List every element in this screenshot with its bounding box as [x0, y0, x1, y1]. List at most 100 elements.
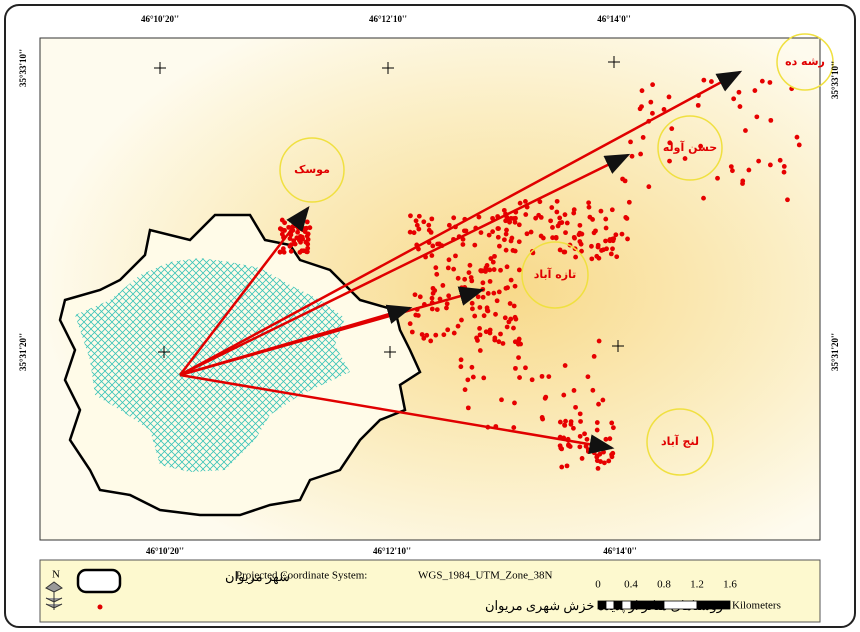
village-dot	[407, 321, 413, 327]
village-dot	[408, 213, 413, 219]
village-dot	[550, 235, 555, 241]
village-dot	[295, 229, 301, 235]
village-dot	[571, 425, 576, 431]
legend-city-label: شهر مریوان	[225, 569, 290, 585]
village-dot	[481, 313, 487, 319]
village-dot	[497, 243, 502, 249]
village-dot	[754, 114, 760, 120]
village-dot	[440, 283, 446, 288]
village-dot	[640, 135, 646, 140]
village-dot	[493, 311, 498, 317]
village-dot	[540, 235, 546, 241]
village-dot	[594, 427, 600, 433]
village-dot	[507, 301, 513, 306]
village-dot	[573, 254, 579, 260]
village-dot	[557, 247, 563, 253]
village-dot	[599, 248, 604, 253]
village-dot	[305, 231, 311, 237]
village-dot	[487, 267, 493, 273]
longitude-label: 46°10'20''	[146, 546, 184, 556]
village-dot	[304, 219, 310, 225]
village-dot	[577, 239, 583, 244]
village-dot	[669, 126, 675, 132]
village-dot	[477, 332, 483, 338]
village-dot	[499, 397, 504, 403]
village-dot	[523, 212, 529, 217]
village-dot	[608, 251, 614, 257]
village-dot	[477, 348, 483, 353]
village-dot	[561, 392, 567, 398]
village-dot	[661, 107, 667, 112]
scale-segment	[630, 600, 665, 610]
village-dot	[451, 266, 457, 272]
village-dot	[460, 242, 466, 247]
village-dot	[518, 341, 524, 347]
village-dot	[555, 223, 561, 229]
village-dot	[610, 425, 616, 431]
village-dot	[523, 365, 528, 371]
village-dot	[554, 209, 560, 215]
village-dot	[480, 294, 486, 300]
village-dot	[559, 464, 565, 470]
village-dot	[504, 227, 509, 233]
village-dot	[550, 225, 555, 230]
village-dot	[517, 375, 522, 380]
village-dot	[288, 242, 294, 248]
village-dot	[579, 248, 584, 254]
village-dot	[426, 227, 432, 233]
village-dot	[563, 418, 568, 424]
village-dot	[476, 214, 482, 220]
village-dot	[584, 436, 590, 442]
village-dot	[796, 142, 802, 148]
village-dot	[441, 332, 447, 338]
village-dot	[667, 140, 673, 146]
village-dot	[281, 249, 287, 255]
village-dot	[512, 219, 518, 225]
village-dot	[512, 314, 518, 320]
village-dot	[299, 234, 305, 240]
village-dot	[603, 238, 608, 244]
village-dot	[767, 162, 773, 168]
village-dot	[568, 419, 574, 425]
village-dot	[639, 88, 645, 94]
village-dot	[594, 253, 600, 259]
village-dot	[500, 341, 506, 346]
village-dot	[650, 110, 655, 116]
village-dot	[455, 323, 461, 329]
village-dot	[277, 226, 283, 232]
village-dot	[434, 271, 440, 277]
scale-segment	[621, 600, 632, 610]
village-dot	[287, 236, 293, 242]
village-dot	[470, 374, 476, 380]
grid-crosses	[154, 56, 624, 358]
place-circles	[279, 33, 834, 476]
latitude-label: 35°33'10''	[830, 61, 840, 99]
village-dot	[585, 447, 591, 453]
village-dot	[731, 96, 737, 102]
village-dot	[619, 231, 625, 237]
village-dot	[557, 215, 563, 221]
village-dot	[415, 313, 421, 318]
village-dot	[563, 230, 568, 236]
village-dot	[277, 249, 283, 255]
village-dot	[528, 229, 534, 235]
village-dot	[421, 219, 427, 225]
latitude-label: 35°31'20''	[18, 333, 28, 371]
village-dot	[498, 331, 503, 337]
village-dot	[465, 377, 471, 383]
village-dot	[491, 267, 497, 272]
village-dot	[607, 436, 613, 442]
village-dot	[453, 253, 458, 259]
village-dot	[511, 425, 517, 430]
village-dot	[516, 222, 522, 228]
village-dot	[539, 415, 545, 420]
village-dot	[446, 222, 452, 228]
village-dot	[451, 330, 457, 336]
village-dot	[591, 354, 597, 359]
village-dot	[426, 222, 432, 228]
village-dot	[516, 355, 521, 361]
village-dot	[593, 228, 598, 234]
village-dot	[794, 134, 800, 140]
scale-segment	[605, 600, 615, 610]
latitude-label: 35°33'10''	[18, 49, 28, 87]
